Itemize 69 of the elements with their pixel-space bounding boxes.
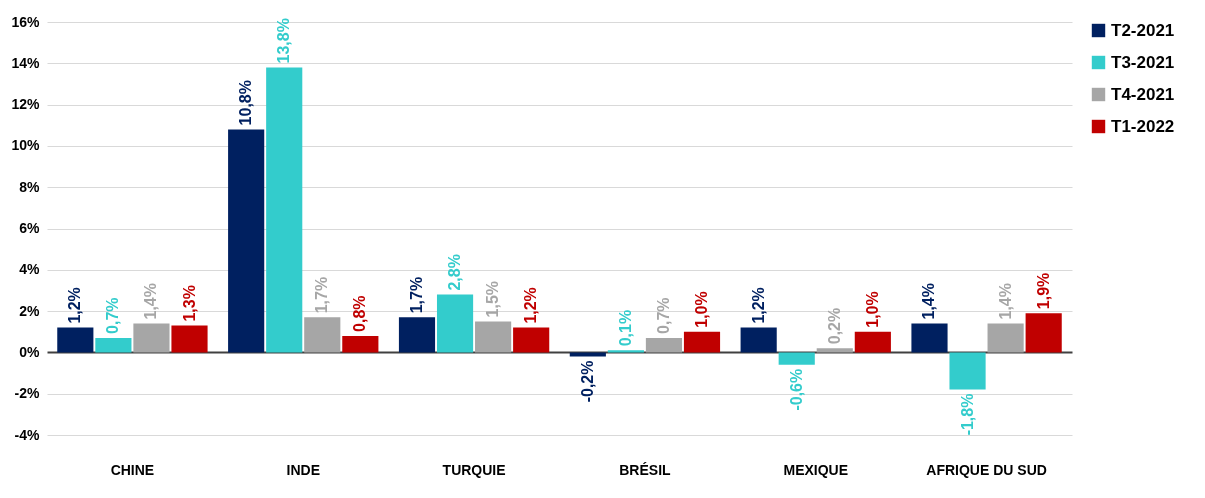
x-tick-label: CHINE <box>110 461 155 478</box>
data-label: -1,8% <box>958 393 976 436</box>
x-tick-label: MEXIQUE <box>783 461 849 478</box>
bar <box>949 352 986 390</box>
y-tick-label: 16% <box>11 13 41 30</box>
bar <box>569 352 606 357</box>
data-label: -0,2% <box>578 360 596 403</box>
data-label: 0,2% <box>825 307 843 345</box>
x-tick-label: AFRIQUE DU SUD <box>926 461 1047 478</box>
data-label: 1,0% <box>693 291 711 328</box>
bar <box>266 67 303 353</box>
legend-label: T4-2021 <box>1111 84 1175 104</box>
y-tick-label: 0% <box>19 343 41 360</box>
legend-label: T3-2021 <box>1111 52 1175 72</box>
legend-label: T2-2021 <box>1111 20 1175 40</box>
bar <box>171 325 208 353</box>
bar <box>342 335 379 353</box>
bar <box>436 294 474 353</box>
x-tick-label: INDE <box>286 461 320 478</box>
x-tick-label: BRÉSIL <box>619 461 672 478</box>
data-label: 1,4% <box>996 283 1014 320</box>
bar <box>683 331 721 353</box>
bar <box>513 327 550 353</box>
bar <box>95 337 132 353</box>
data-label: 10,8% <box>237 80 255 126</box>
bar <box>398 317 436 353</box>
bar <box>645 337 683 353</box>
y-tick-label: -2% <box>14 385 41 402</box>
data-label: 1,3% <box>180 285 198 322</box>
y-tick-label: 10% <box>11 137 41 154</box>
data-label: 0,7% <box>104 297 122 334</box>
data-label: -0,6% <box>787 368 805 411</box>
data-label: 0,1% <box>616 309 634 347</box>
data-label: 1,2% <box>66 287 84 324</box>
y-tick-label: 6% <box>19 220 41 236</box>
data-label: 1,4% <box>920 283 938 320</box>
data-label: 1,7% <box>313 276 331 314</box>
y-tick-label: 4% <box>19 261 41 278</box>
bar <box>740 327 777 353</box>
data-label: 1,9% <box>1034 272 1052 310</box>
y-tick-label: 8% <box>19 178 41 195</box>
bar <box>304 317 341 353</box>
bar <box>854 331 891 353</box>
bar <box>987 323 1024 353</box>
x-tick-label: TURQUIE <box>442 461 506 478</box>
data-label: 1,7% <box>407 276 425 314</box>
data-label: 13,8% <box>275 18 293 64</box>
data-label: 0,8% <box>351 295 369 332</box>
bar <box>133 323 170 353</box>
legend-label: T1-2022 <box>1111 116 1175 136</box>
data-label: 1,2% <box>749 287 767 324</box>
data-label: 1,4% <box>142 283 160 320</box>
data-label: 1,0% <box>863 291 881 328</box>
bar <box>607 350 644 353</box>
y-tick-label: 2% <box>19 302 41 319</box>
data-label: 1,5% <box>484 280 502 318</box>
data-label: 0,7% <box>654 297 672 334</box>
y-tick-label: 12% <box>11 96 41 113</box>
y-tick-label: -4% <box>14 426 41 443</box>
y-tick-label: 14% <box>11 54 41 71</box>
data-label: 2,8% <box>446 254 464 291</box>
bar <box>475 321 512 353</box>
bar <box>816 348 853 353</box>
bar <box>911 323 948 353</box>
data-label: 1,2% <box>522 287 540 324</box>
bar <box>228 129 265 353</box>
bar <box>57 327 94 353</box>
bar <box>778 352 815 365</box>
bar <box>1025 313 1062 353</box>
